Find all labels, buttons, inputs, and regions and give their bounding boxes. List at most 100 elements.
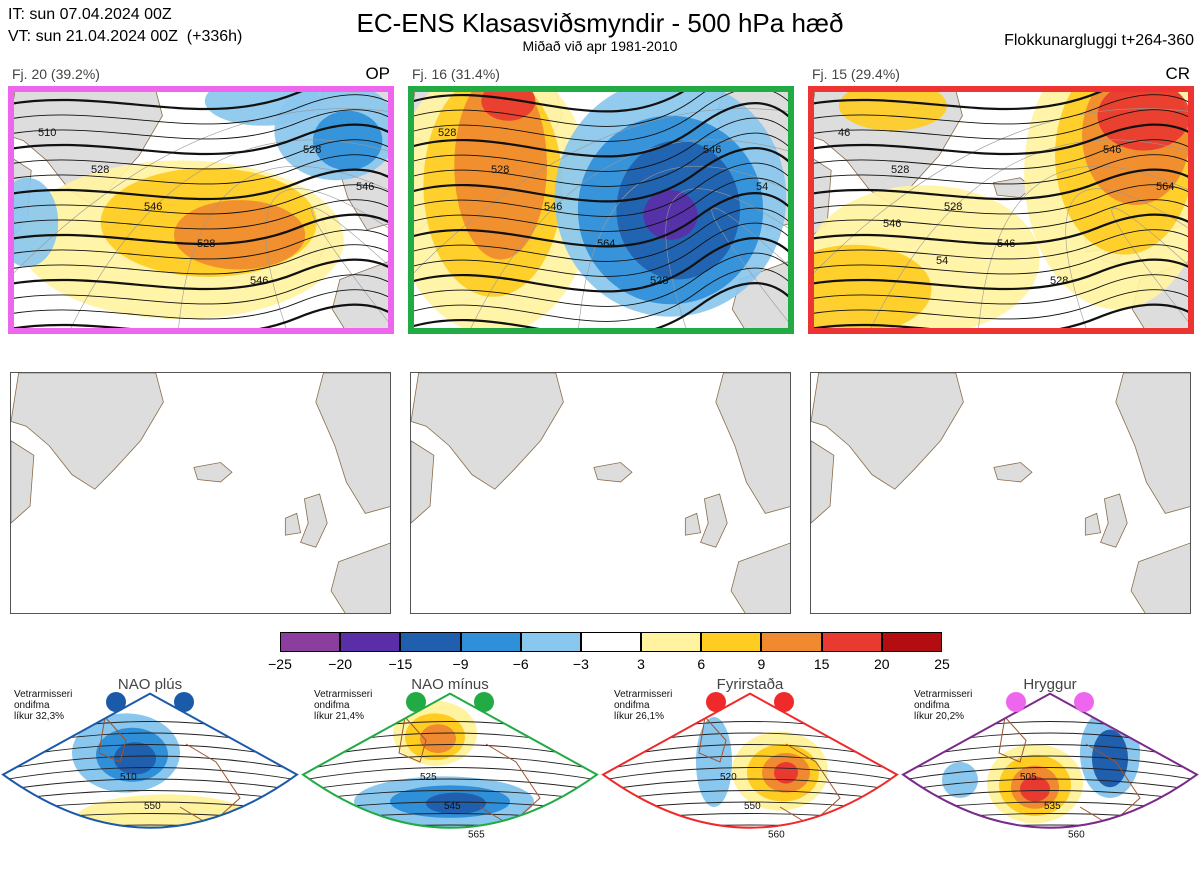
contour-line [808,199,1194,230]
colorbar-swatch [821,632,882,652]
iceland-shape [193,462,233,483]
contour-label: 520 [720,772,737,783]
contour-line [8,244,394,275]
colorbar-label: −3 [572,656,589,672]
contour-line [808,109,1194,140]
regime-frame [901,692,1199,829]
contour-label: 46 [838,127,850,139]
colorbar-label: 20 [874,656,890,672]
colorbar-label: −15 [388,656,413,672]
regime-frame [601,692,899,829]
contour-line [408,267,794,322]
contour-line [903,767,1197,785]
regime-title: Fyrirstaða [716,676,784,693]
contour-line [808,229,1194,260]
contour-line [408,162,794,217]
contour-label: 546 [703,144,721,156]
contour-label: 528 [303,144,321,156]
contour-line [808,244,1194,275]
british-isles-shape [300,493,328,548]
contour-line [8,303,394,334]
contour-line [900,837,1200,845]
contour-line [900,860,1200,865]
coastline [179,743,241,826]
cluster-map-canvas: 46 528 528 546 528 546 564 546 54 [808,86,1194,334]
contour-label: 545 [444,801,461,812]
contour-line [408,282,794,334]
contour-line [8,123,394,156]
contour-line [808,258,1194,291]
contour-line [808,154,1194,185]
cluster-tag: OP [365,64,390,83]
contour-line [600,837,900,845]
regime-fields [0,693,300,865]
contour-label: 546 [1103,144,1121,156]
cluster-map: 510 528 546 528 546 528 546 [8,86,394,334]
iceland-shape [593,462,633,483]
contour-line [8,168,394,201]
anomaly-shading [808,86,1194,334]
ireland-shape [284,512,302,536]
contour-line [408,222,794,277]
contour-line [808,86,1194,111]
iceland-shape [993,462,1033,483]
europe-shape [1130,542,1190,613]
greenland-shape [411,373,564,490]
contour-line [303,824,597,828]
cluster-label: Fj. 20 (39.2%) [12,66,100,82]
contour-label: 528 [650,275,668,287]
graticule-line [808,108,1194,280]
contour-label: 546 [356,181,374,193]
empty-map [410,372,791,614]
contour-line [903,778,1197,795]
contour-label: 565 [468,830,485,841]
coastline [98,715,127,763]
contour-line [600,848,900,854]
colorbar-label: 9 [757,656,766,672]
regime-map-canvas: 510 550 [0,692,300,865]
contour-line [8,86,394,111]
empty-map-canvas [11,373,390,613]
contour-line [603,767,897,785]
colorbar-swatch [641,632,702,652]
colorbar-label: 15 [813,656,830,672]
greenland-shape [811,373,964,490]
anomaly-patch [643,190,698,240]
land-masses [411,373,790,613]
contour-line [303,755,597,775]
colorbar-label: 25 [934,656,950,672]
anomaly-patch [75,794,255,828]
regime-map: 520 550 560 [600,690,900,870]
regime-fields [300,693,600,865]
regime-fields [600,693,900,854]
anomaly-patch [426,792,486,815]
canada-shape [411,440,435,524]
coastline [479,743,541,826]
colorbar-swatch [761,632,822,652]
contour-line [8,154,394,185]
contour-line [0,860,300,865]
contour-label: 54 [936,255,948,267]
anomaly-patch [774,762,798,784]
contour-line [300,837,600,845]
contour-label: 528 [491,164,509,176]
contour-line [300,860,600,865]
regime-note: Vetrarmisseri ondifma líkur 21,4% [314,689,373,722]
contour-line [408,117,794,172]
colorbar-swatch [701,632,762,652]
init-time: IT: sun 07.04.2024 00Z [8,6,172,23]
contour-line [8,213,394,246]
cluster-label: Fj. 16 (31.4%) [412,66,500,82]
regime-dot [105,692,126,712]
land-masses [811,373,1190,613]
contour-label: 546 [997,238,1015,250]
contour-line [408,207,794,262]
colorbar-swatch [340,632,401,652]
contour-line [808,94,1194,125]
regime-title: NAO mínus [411,676,489,693]
cluster-map: 528 528 546 564 528 546 54 [408,86,794,334]
contour-line [408,102,794,158]
ireland-shape [1084,512,1102,536]
graticule-line [67,139,394,334]
coastline [779,743,841,826]
